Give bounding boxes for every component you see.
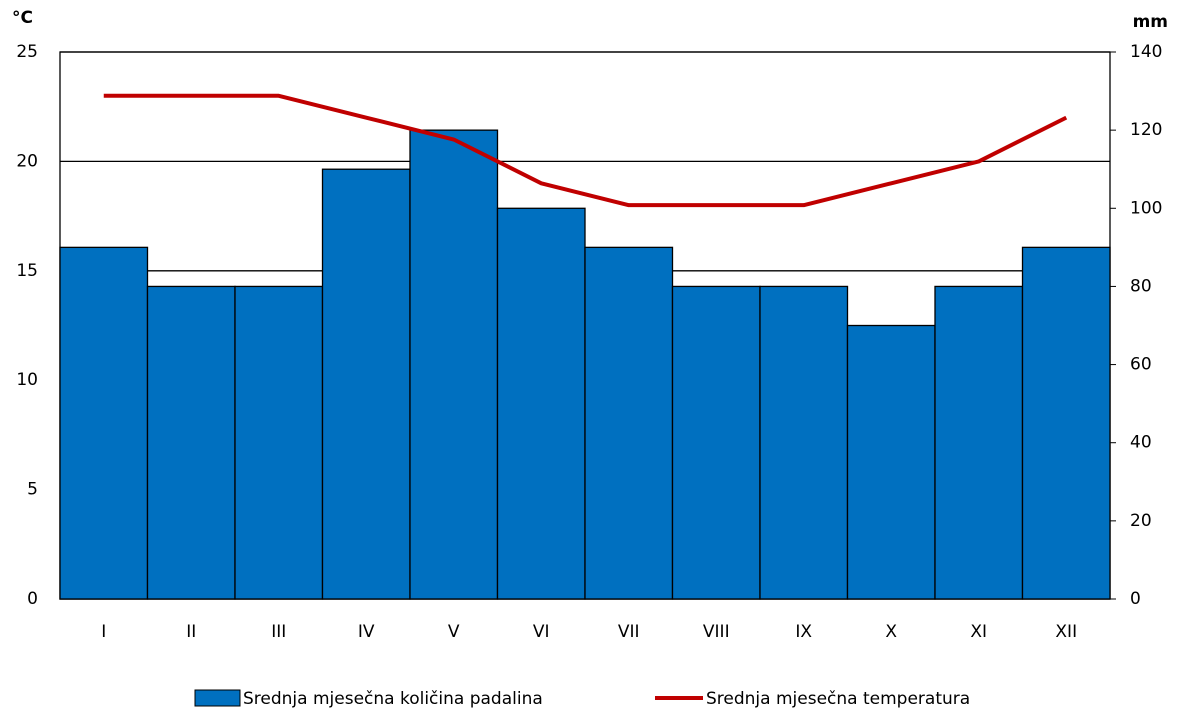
legend-label: Srednja mjesečna količina padalina — [243, 689, 543, 709]
y2-tick-label: 60 — [1130, 355, 1152, 375]
bar — [1021, 246, 1111, 600]
x-tick-label: VIII — [703, 622, 730, 642]
bar — [759, 285, 849, 600]
y-tick-label: 15 — [16, 261, 38, 281]
bar — [934, 285, 1024, 600]
bar — [59, 246, 149, 600]
y-tick-label: 25 — [16, 42, 38, 62]
y2-tick-label: 40 — [1130, 433, 1152, 453]
line — [103, 93, 1068, 208]
y2-axis-label: mm — [1133, 12, 1168, 32]
x-tick-label: III — [271, 622, 286, 642]
bar — [321, 168, 411, 600]
y-axis-label: °C — [12, 8, 33, 28]
bar — [409, 129, 499, 600]
bar — [846, 324, 936, 600]
bar — [146, 285, 236, 600]
x-tick-label: VI — [533, 622, 550, 642]
x-tick-label: V — [448, 622, 460, 642]
y2-tick-label: 140 — [1130, 42, 1162, 62]
x-tick-label: XII — [1055, 622, 1077, 642]
y2-tick-label: 120 — [1130, 120, 1162, 140]
x-tick-label: II — [186, 622, 196, 642]
bar — [496, 207, 586, 600]
bar — [234, 285, 324, 600]
y-tick-label: 20 — [16, 151, 38, 171]
y2-tick-label: 20 — [1130, 511, 1152, 531]
x-tick-label: IV — [358, 622, 375, 642]
y-tick-label: 5 — [27, 480, 38, 500]
x-tick-label: X — [885, 622, 897, 642]
y-tick-label: 0 — [27, 589, 38, 609]
legend-swatch — [194, 689, 241, 707]
y2-tick-label: 100 — [1130, 198, 1162, 218]
legend-label: Srednja mjesečna temperatura — [706, 689, 970, 709]
y-tick-label: 10 — [16, 370, 38, 390]
bar — [671, 285, 761, 600]
x-tick-label: XI — [970, 622, 987, 642]
y2-tick-label: 0 — [1130, 589, 1141, 609]
x-tick-label: VII — [618, 622, 640, 642]
x-tick-label: IX — [795, 622, 812, 642]
x-tick-label: I — [101, 622, 106, 642]
bar — [584, 246, 674, 600]
y2-tick-label: 80 — [1130, 276, 1152, 296]
